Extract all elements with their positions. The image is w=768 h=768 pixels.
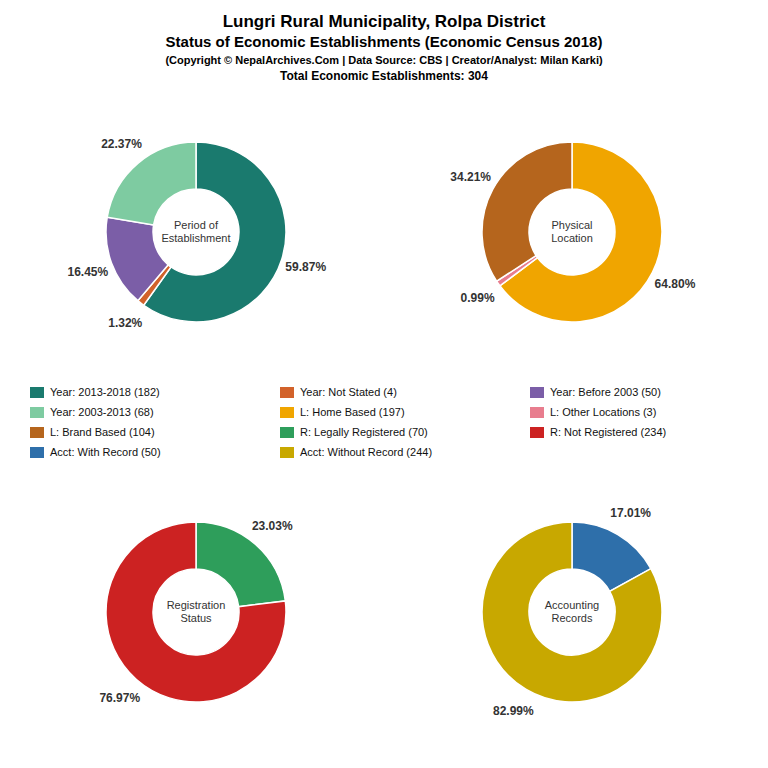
html-text:L: Other Locations (3): L: Other Locations (3) <box>550 406 657 418</box>
html-text:Total Economic Establishments:: Total Economic Establishments: 304 <box>280 69 488 83</box>
svg-text:64.80%: 64.80% <box>655 277 696 291</box>
html-text:Year: 2013-2018 (182): Year: 2013-2018 (182) <box>50 386 160 398</box>
svg-text:34.21%: 34.21% <box>450 170 491 184</box>
svg-text:17.01%: 17.01% <box>610 506 651 520</box>
html-text:L: Brand Based (104): L: Brand Based (104) <box>50 426 155 438</box>
html-text:Acct: With Record (50): Acct: With Record (50) <box>50 446 161 458</box>
svg-text:59.87%: 59.87% <box>285 260 326 274</box>
html-text:Year: Not Stated (4): Year: Not Stated (4) <box>300 386 397 398</box>
html-text:Status of Economic Establishme: Status of Economic Establishments (Econo… <box>165 33 603 50</box>
svg-text:76.97%: 76.97% <box>99 691 140 705</box>
html-text:Physical Location: Physical Location <box>551 219 593 244</box>
svg-text:1.32%: 1.32% <box>108 316 142 330</box>
html-text:Accounting Records: Accounting Records <box>544 599 600 624</box>
svg-text:82.99%: 82.99% <box>493 704 534 718</box>
html-text:Year: Before 2003 (50): Year: Before 2003 (50) <box>550 386 661 398</box>
html-text:L: Home Based (197): L: Home Based (197) <box>300 406 405 418</box>
html-text:R: Legally Registered (70): R: Legally Registered (70) <box>300 426 428 438</box>
html-text:(Copyright © NepalArchives.Com: (Copyright © NepalArchives.Com | Data So… <box>165 54 603 66</box>
svg-text:0.99%: 0.99% <box>461 291 495 305</box>
html-text:R: Not Registered (234): R: Not Registered (234) <box>550 426 667 438</box>
html-text:Registration Status: Registration Status <box>166 599 226 624</box>
html-text:Lungri Rural Municipality, Rol: Lungri Rural Municipality, Rolpa Distric… <box>222 12 546 31</box>
html-text:Acct: Without Record (244): Acct: Without Record (244) <box>300 446 433 458</box>
svg-text:16.45%: 16.45% <box>67 265 108 279</box>
html-text:Period of Establishment: Period of Establishment <box>161 219 231 244</box>
html-text:Year: 2003-2013 (68): Year: 2003-2013 (68) <box>50 406 154 418</box>
svg-text:23.03%: 23.03% <box>252 519 293 533</box>
svg-text:22.37%: 22.37% <box>101 137 142 151</box>
